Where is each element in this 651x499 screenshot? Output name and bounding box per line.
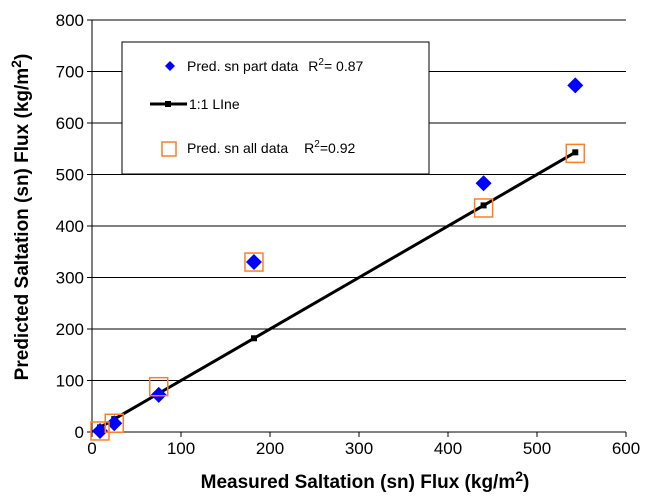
x-tick-label: 400 [434, 439, 462, 458]
legend-line-marker-icon [165, 101, 171, 107]
y-tick-label: 400 [56, 217, 84, 236]
x-tick-label: 0 [87, 439, 96, 458]
x-tick-label: 200 [256, 439, 284, 458]
legend: Pred. sn part data R2= 0.87 1:1 LIne Pred… [122, 42, 429, 174]
y-tick-label: 300 [56, 269, 84, 288]
legend-label-part-data: Pred. sn part data R2= 0.87 [187, 57, 364, 74]
y-axis-title: Predicted Saltation (sn) Flux (kg/m2) [8, 54, 33, 381]
y-tick-label: 800 [56, 11, 84, 30]
y-tick-labels: 0 100 200 300 400 500 600 700 800 [56, 11, 84, 442]
x-axis-title: Measured Saltation (sn) Flux (kg/m2) [201, 468, 530, 493]
y-tick-label: 500 [56, 166, 84, 185]
line-1to1 [100, 152, 575, 427]
y-tick-label: 700 [56, 63, 84, 82]
x-tick-label: 500 [523, 439, 551, 458]
diamond-point [476, 175, 492, 191]
line-marker-point [251, 335, 257, 341]
x-tick-label: 300 [345, 439, 373, 458]
diamond-point [567, 77, 583, 93]
y-tick-label: 0 [75, 423, 84, 442]
x-tick-label: 100 [167, 439, 195, 458]
line-marker-point [572, 149, 578, 155]
x-tick-label: 600 [612, 439, 640, 458]
line-marker-point [481, 202, 487, 208]
x-tick-labels: 0 100 200 300 400 500 600 [87, 439, 640, 458]
diamond-point [246, 254, 262, 270]
y-tick-label: 100 [56, 372, 84, 391]
y-tick-label: 200 [56, 320, 84, 339]
legend-label-1to1: 1:1 LIne [189, 96, 240, 112]
y-tick-label: 600 [56, 114, 84, 133]
legend-label-all-data: Pred. sn all data R2=0.92 [187, 139, 355, 156]
